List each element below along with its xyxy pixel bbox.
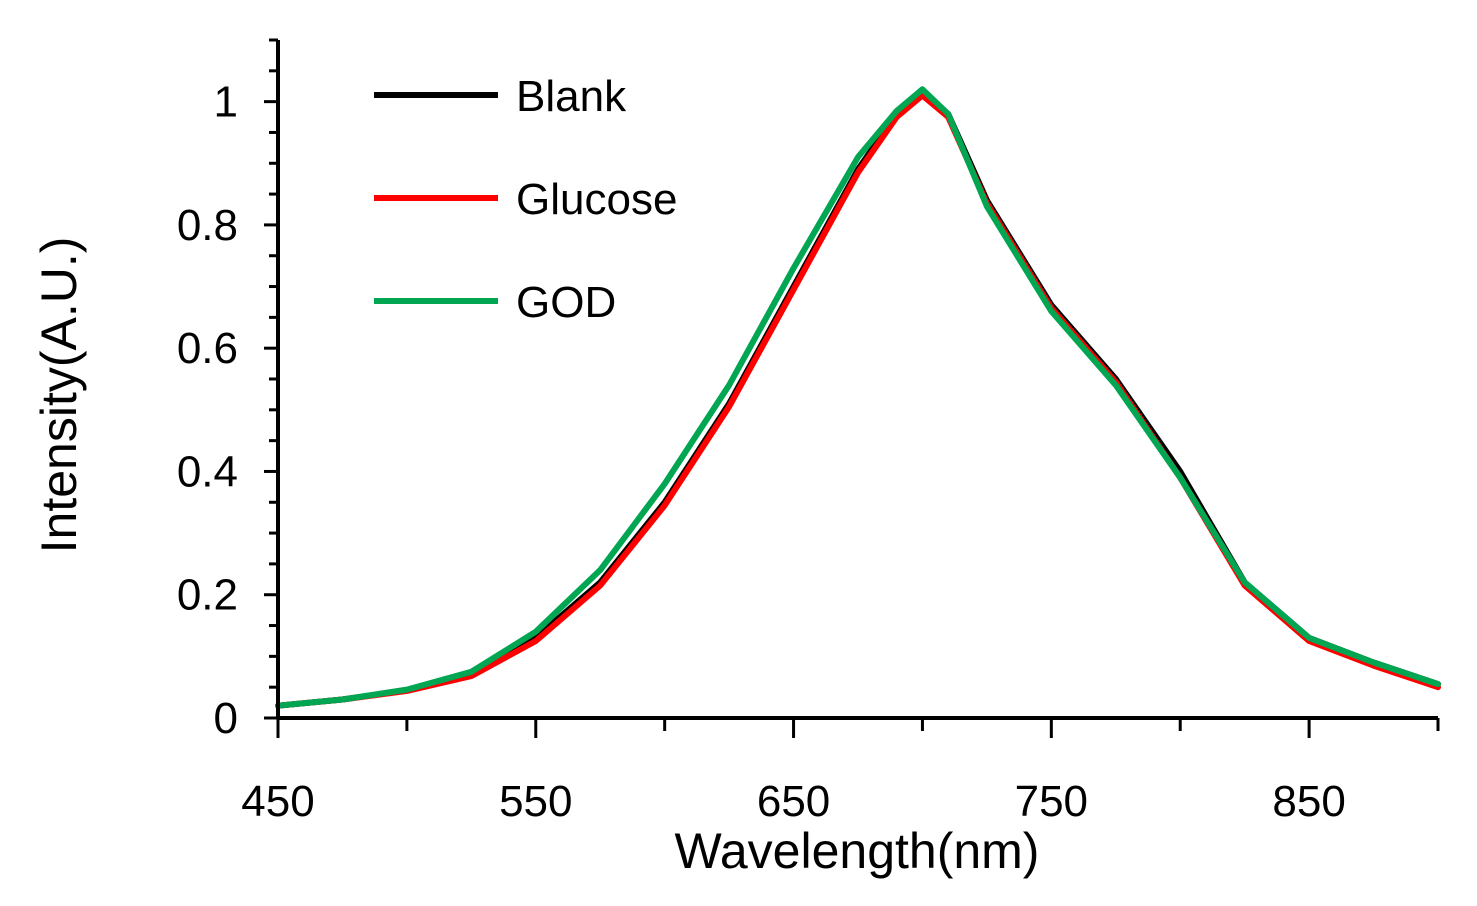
legend-item-god: GOD xyxy=(374,278,616,327)
y-axis-title: Intensity(A.U.) xyxy=(31,237,87,554)
series-line-glucose xyxy=(275,92,1441,709)
plot-lines xyxy=(275,86,1441,709)
legend-item-glucose: Glucose xyxy=(374,175,677,224)
legend: Blank Glucose GOD xyxy=(374,72,677,327)
y-tick-label: 0.6 xyxy=(177,324,238,373)
y-tick-label: 1 xyxy=(214,78,238,127)
y-tick-label: 0.4 xyxy=(177,447,238,496)
series-line-god xyxy=(275,86,1441,709)
legend-label: GOD xyxy=(516,278,616,327)
axes xyxy=(264,38,1440,738)
tick-labels: 0 0.2 0.4 0.6 0.8 1 450 550 650 750 850 xyxy=(177,78,1346,826)
x-tick-label: 550 xyxy=(499,777,572,826)
y-tick-label: 0.8 xyxy=(177,201,238,250)
x-axis-title: Wavelength(nm) xyxy=(675,823,1040,879)
legend-label: Blank xyxy=(516,72,627,121)
x-tick-label: 850 xyxy=(1272,777,1345,826)
y-tick-label: 0.2 xyxy=(177,571,238,620)
x-tick-label: 750 xyxy=(1015,777,1088,826)
y-tick-label: 0 xyxy=(214,694,238,743)
series-line-blank xyxy=(275,92,1441,709)
x-tick-label: 450 xyxy=(241,777,314,826)
x-tick-label: 650 xyxy=(757,777,830,826)
legend-label: Glucose xyxy=(516,175,677,224)
legend-item-blank: Blank xyxy=(374,72,627,121)
